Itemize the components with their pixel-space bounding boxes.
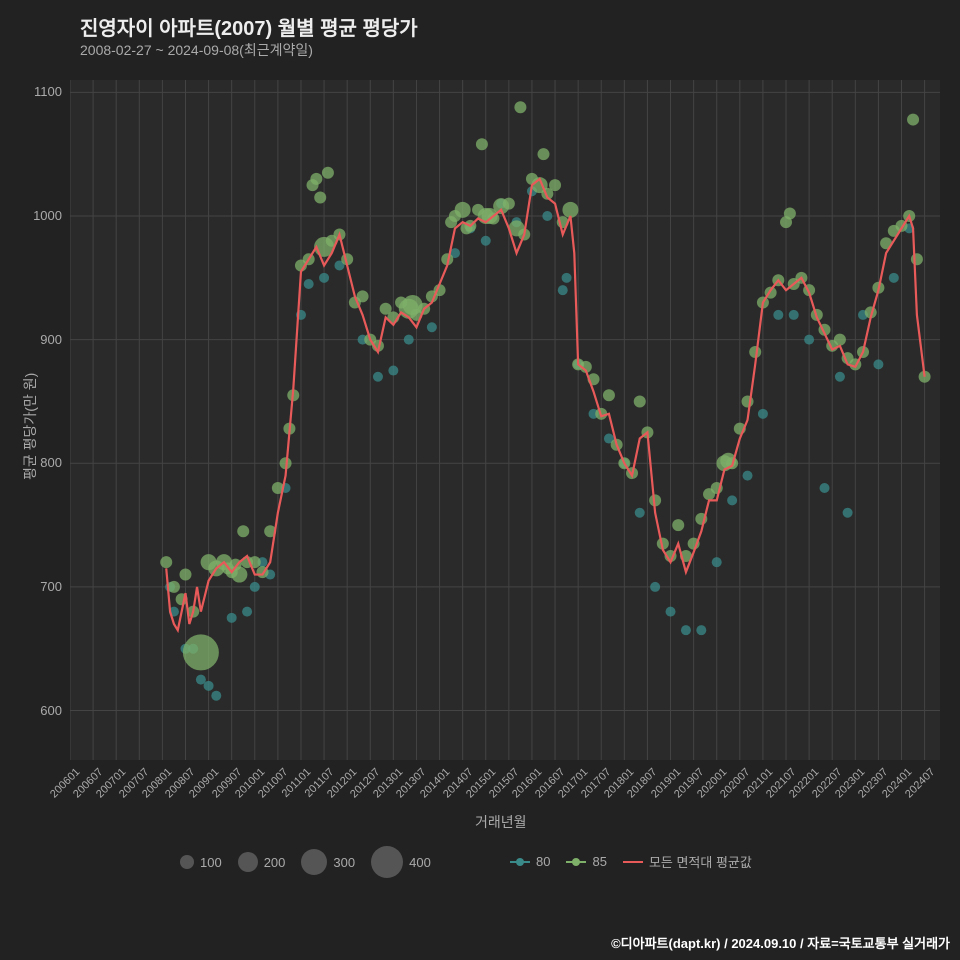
legend-line-icon (566, 861, 586, 863)
legend-label: 100 (200, 855, 222, 870)
legend-line-icon (623, 861, 643, 863)
chart-title: 진영자이 아파트(2007) 월별 평균 평당가 (80, 12, 418, 41)
legend-line-icon (510, 861, 530, 863)
legend-dot-icon (301, 849, 327, 875)
size-legend-item: 100 (180, 855, 222, 870)
y-tick-label: 1100 (22, 84, 62, 99)
size-legend-item: 400 (371, 846, 431, 878)
x-axis-label: 거래년월 (475, 812, 527, 832)
chart-subtitle: 2008-02-27 ~ 2024-09-08(최근계약일) (80, 40, 313, 60)
series-legend-item: 80 (510, 854, 550, 869)
y-tick-label: 900 (22, 332, 62, 347)
legend-label: 85 (592, 854, 606, 869)
legend-label: 300 (333, 855, 355, 870)
chart-container: 진영자이 아파트(2007) 월별 평균 평당가 2008-02-27 ~ 20… (0, 0, 960, 960)
credit-text: ©디아파트(dapt.kr) / 2024.09.10 / 자료=국토교통부 실… (611, 933, 950, 952)
legend-label: 모든 면적대 평균값 (649, 852, 752, 871)
legend-label: 80 (536, 854, 550, 869)
series-legend: 80 85 모든 면적대 평균값 (510, 852, 752, 871)
legend-dot-icon (180, 855, 194, 869)
size-legend-item: 200 (238, 852, 286, 872)
legend-label: 200 (264, 855, 286, 870)
plot-svg (70, 80, 940, 760)
legend-label: 400 (409, 855, 431, 870)
legend-dot-icon (371, 846, 403, 878)
y-tick-label: 600 (22, 703, 62, 718)
size-legend: 100 200 300 400 (180, 846, 431, 878)
legend-dot-icon (238, 852, 258, 872)
y-axis-label: 평균 평당가(만 원) (20, 373, 40, 480)
series-legend-item: 모든 면적대 평균값 (623, 852, 752, 871)
y-tick-label: 700 (22, 579, 62, 594)
series-legend-item: 85 (566, 854, 606, 869)
y-tick-label: 1000 (22, 208, 62, 223)
size-legend-item: 300 (301, 849, 355, 875)
